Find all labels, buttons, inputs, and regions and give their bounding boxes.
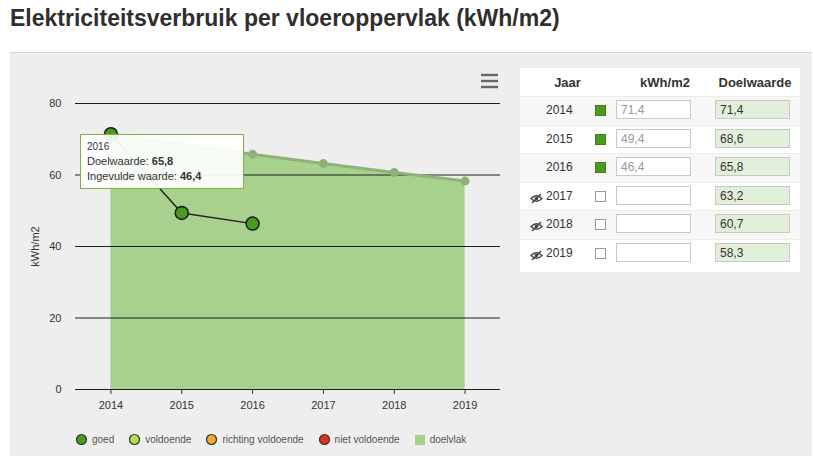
html-text:2015: 2015 <box>546 131 573 146</box>
svg-text:2015: 2015 <box>170 399 194 411</box>
html-text:2019: 2019 <box>546 246 573 260</box>
html-text:46,4: 46,4 <box>621 160 645 175</box>
html-text:Ingevulde waarde: 46,4: Ingevulde waarde: 46,4 <box>87 170 202 182</box>
html-text:49,4: 49,4 <box>621 131 645 146</box>
svg-text:2017: 2017 <box>311 399 335 411</box>
html-text:65,8: 65,8 <box>720 160 744 175</box>
html-text:2017: 2017 <box>546 188 573 203</box>
svg-text:60: 60 <box>49 169 61 181</box>
html-text:Doelwaarde: 65,8: Doelwaarde: 65,8 <box>87 155 174 167</box>
svg-text:40: 40 <box>49 240 61 252</box>
html-text:68,6: 68,6 <box>720 131 744 146</box>
html-text:Doelwaarde: Doelwaarde <box>718 75 792 90</box>
html-text:2018: 2018 <box>546 217 573 232</box>
html-text:60,7: 60,7 <box>720 217 744 232</box>
svg-text:20: 20 <box>49 312 61 324</box>
svg-text:2018: 2018 <box>382 399 406 411</box>
html-text:richting voldoende: richting voldoende <box>222 434 304 445</box>
html-text:2016: 2016 <box>546 160 573 175</box>
html-text:doelvlak: doelvlak <box>429 434 467 445</box>
html-text:Elektriciteitsverbruik per vlo: Elektriciteitsverbruik per vloeroppervla… <box>10 5 560 31</box>
svg-text:0: 0 <box>55 383 61 395</box>
svg-text:2014: 2014 <box>99 399 123 411</box>
html-text:63,2: 63,2 <box>720 188 744 203</box>
svg-text:80: 80 <box>49 97 61 109</box>
html-text:niet voldoende: niet voldoende <box>334 434 400 445</box>
html-text:Jaar: Jaar <box>554 75 581 90</box>
html-text:kWh/m2: kWh/m2 <box>640 75 690 90</box>
svg-text:2016: 2016 <box>240 399 264 411</box>
svg-text:kWh/m2: kWh/m2 <box>29 226 41 266</box>
svg-text:2019: 2019 <box>453 399 477 411</box>
html-text:2014: 2014 <box>546 103 573 117</box>
html-text:voldoende: voldoende <box>145 434 192 445</box>
html-text:goed: goed <box>92 434 115 445</box>
html-text:2016: 2016 <box>87 141 110 152</box>
html-text:71,4: 71,4 <box>621 103 645 117</box>
html-text:58,3: 58,3 <box>720 246 744 260</box>
html-text:71,4: 71,4 <box>720 103 744 117</box>
